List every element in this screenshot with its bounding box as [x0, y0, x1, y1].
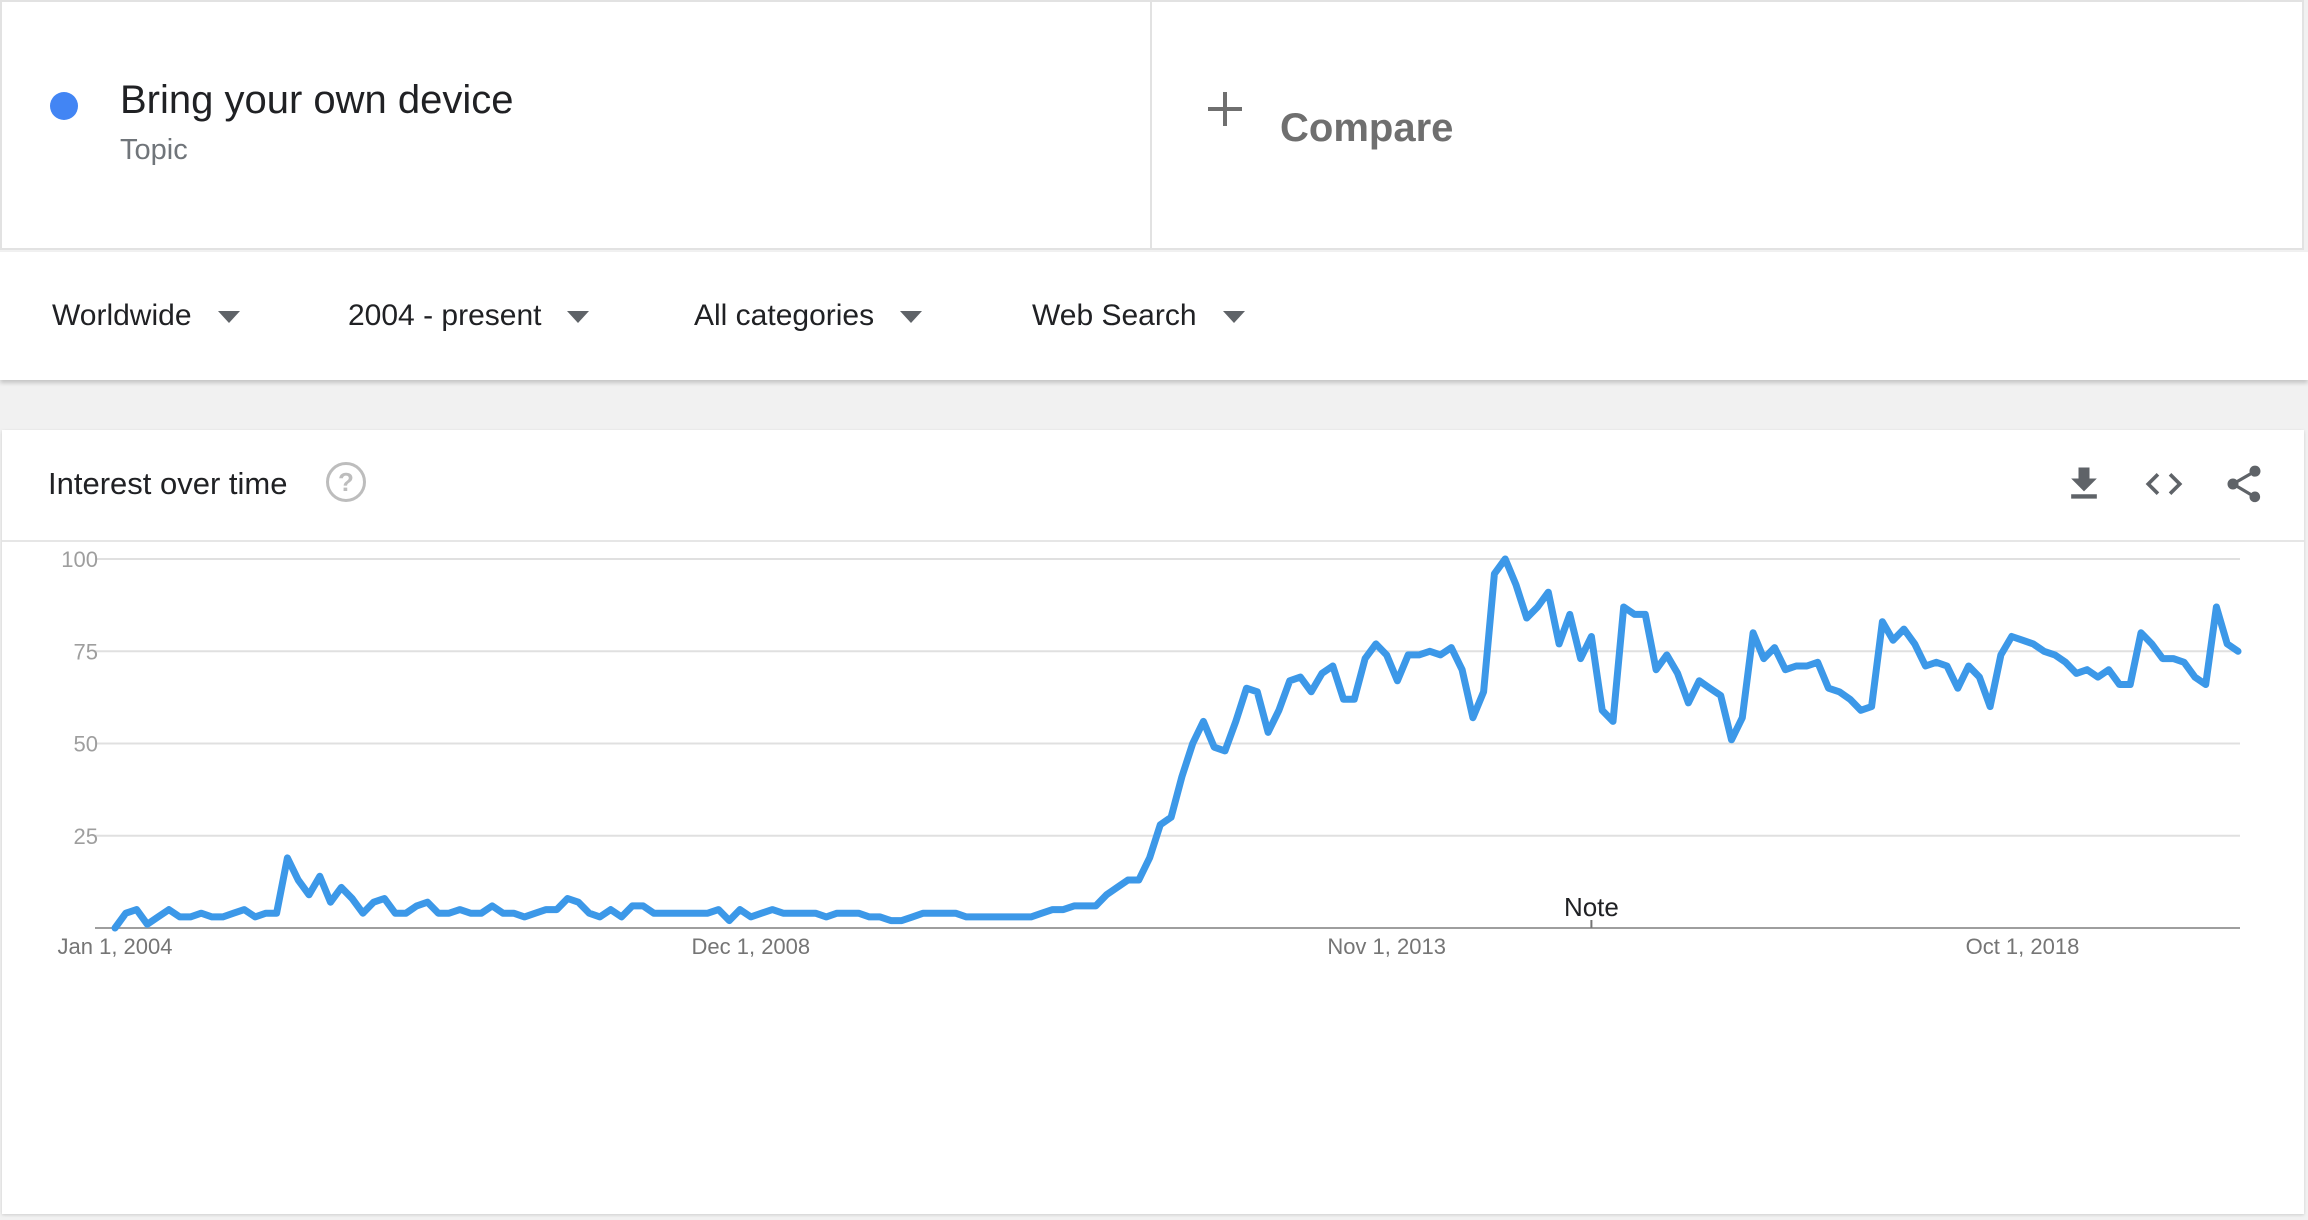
time-filter-label: 2004 - present [348, 299, 542, 332]
caret-down-icon [217, 311, 240, 323]
caret-down-icon [900, 311, 923, 323]
y-tick-label: 100 [61, 547, 98, 572]
search-term-type: Topic [120, 134, 188, 166]
search-terms-bar: Bring your own device Topic Compare [0, 0, 2308, 252]
caret-down-icon [567, 311, 590, 323]
property-filter-dropdown[interactable]: Web Search [1032, 296, 1245, 336]
chart-card-header: Interest over time ? [2, 430, 2304, 542]
download-icon[interactable] [2062, 462, 2106, 506]
plus-icon[interactable] [1208, 92, 1242, 126]
search-term-card[interactable]: Bring your own device Topic [0, 0, 1152, 250]
share-icon[interactable] [2222, 462, 2266, 506]
y-tick-label: 25 [74, 824, 98, 849]
x-tick-label: Jan 1, 2004 [58, 934, 173, 959]
caret-down-icon [1222, 311, 1245, 323]
property-filter-label: Web Search [1032, 299, 1197, 332]
filter-bar: Worldwide 2004 - present All categories … [0, 252, 2308, 380]
y-tick-label: 75 [74, 639, 98, 664]
series-line[interactable] [111, 555, 2242, 932]
time-filter-dropdown[interactable]: 2004 - present [348, 296, 590, 336]
interest-line-chart[interactable]: 25 50 75 100 Jan 1, 2004 Dec 1, 2008 Nov 1, 20… [2, 540, 2304, 1214]
compare-card[interactable]: Compare [1150, 0, 2304, 250]
chart-card-title: Interest over time [48, 466, 288, 501]
search-term-name[interactable]: Bring your own device [120, 78, 514, 122]
embed-code-icon[interactable] [2142, 462, 2186, 506]
help-circle-icon[interactable]: ? [326, 462, 366, 502]
category-filter-dropdown[interactable]: All categories [694, 296, 923, 336]
compare-button[interactable]: Compare [1280, 106, 1454, 150]
x-tick-label: Nov 1, 2013 [1327, 934, 1446, 959]
y-tick-label: 50 [74, 732, 98, 757]
x-tick-label: Dec 1, 2008 [692, 934, 811, 959]
region-filter-dropdown[interactable]: Worldwide [52, 296, 240, 336]
region-filter-label: Worldwide [52, 299, 192, 332]
x-tick-label: Oct 1, 2018 [1966, 934, 2080, 959]
note-annotation[interactable]: Note [1564, 892, 1619, 922]
interest-over-time-card: Interest over time ? 25 50 75 100 Jan 1, 200… [2, 430, 2304, 1214]
search-term-color-dot [50, 92, 78, 120]
category-filter-label: All categories [694, 299, 875, 332]
